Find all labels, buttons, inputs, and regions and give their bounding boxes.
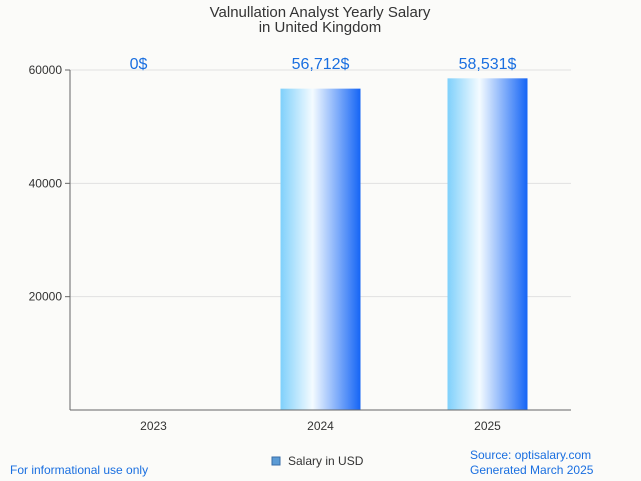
x-tick-label-2025: 2025: [474, 419, 501, 433]
y-tick-label-60000: 60000: [29, 63, 63, 77]
y-tick-label-40000: 40000: [29, 176, 63, 190]
data-label-2025: 58,531$: [459, 56, 517, 73]
y-tick-label-20000: 20000: [29, 290, 63, 304]
chart-title-line-1: Valnullation Analyst Yearly Salary: [210, 4, 431, 21]
data-labels: 0$ 56,712$ 58,531$: [130, 56, 517, 73]
data-label-2024: 56,712$: [292, 56, 350, 73]
bar-2025: [447, 78, 528, 410]
source-link[interactable]: Source: optisalary.com: [470, 448, 592, 462]
axes: 20000 40000 60000 2023 2024 2025: [29, 63, 571, 433]
data-label-2023: 0$: [130, 56, 148, 73]
x-tick-label-2023: 2023: [140, 419, 167, 433]
x-tick-label-2024: 2024: [307, 419, 334, 433]
legend-label: Salary in USD: [288, 454, 364, 468]
bars: [280, 78, 528, 410]
chart-title-line-2: in United Kingdom: [259, 19, 382, 36]
disclaimer-text: For informational use only: [10, 463, 149, 477]
source-block: Source: optisalary.com Generated March 2…: [470, 448, 593, 478]
legend: Salary in USD: [271, 454, 364, 468]
bar-2024: [280, 88, 361, 410]
legend-swatch: [271, 456, 281, 466]
generated-date: Generated March 2025: [470, 463, 594, 477]
